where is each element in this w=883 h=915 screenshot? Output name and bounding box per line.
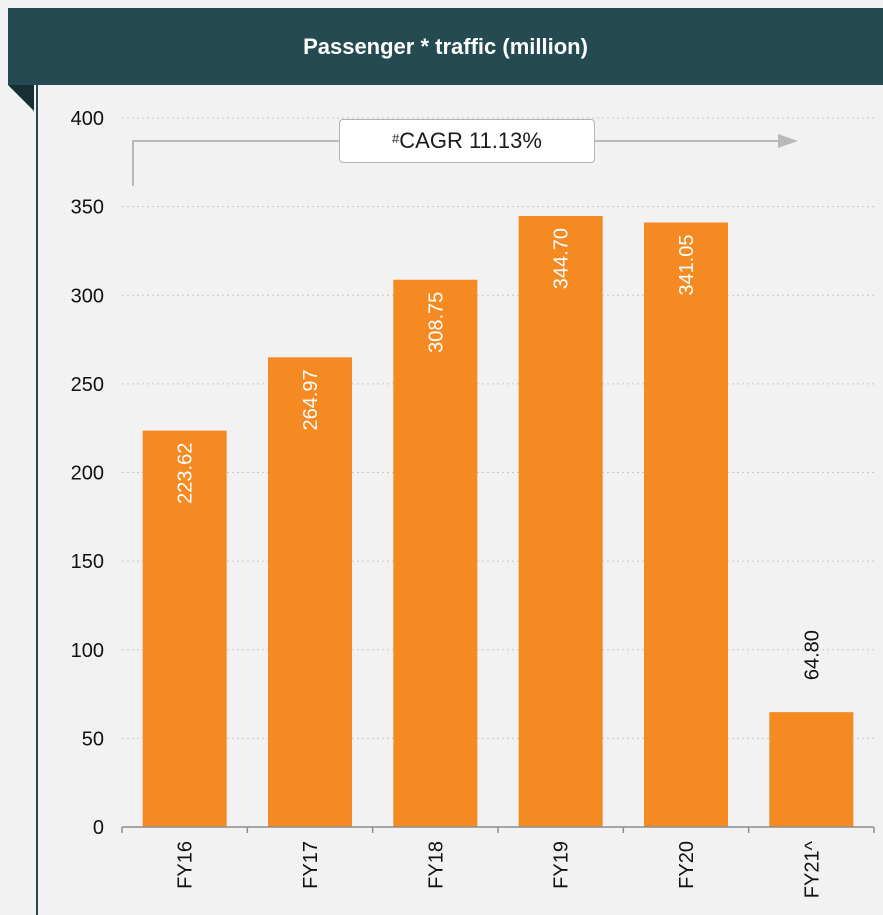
y-tick-label: 100 xyxy=(71,640,104,662)
cagr-arrow-head xyxy=(778,134,798,148)
y-tick-label: 50 xyxy=(82,728,104,750)
y-tick-label: 0 xyxy=(93,817,104,839)
x-category-label: FY18 xyxy=(425,841,447,889)
bar-fy17 xyxy=(268,357,352,827)
bar-fy19 xyxy=(518,216,603,827)
x-category-label: FY17 xyxy=(300,841,322,889)
bar-value-label: 264.97 xyxy=(300,369,322,430)
cagr-footnote-mark: # xyxy=(392,130,400,146)
x-category-label: FY20 xyxy=(676,841,698,889)
cagr-annotation: # CAGR 11.13% xyxy=(339,119,595,163)
bar-value-label: 223.62 xyxy=(175,443,197,504)
panel-left-border xyxy=(36,85,38,915)
y-tick-label: 300 xyxy=(71,285,104,307)
grid-lines xyxy=(122,117,874,739)
bar-fy18 xyxy=(393,279,478,828)
y-tick-label: 200 xyxy=(71,463,104,485)
axes xyxy=(121,826,875,833)
bar-fy20 xyxy=(644,222,728,827)
x-category-label: FY21^ xyxy=(801,840,823,898)
x-category-label: FY19 xyxy=(551,841,573,889)
bar-fy16 xyxy=(142,430,227,827)
bar-fy21 xyxy=(769,712,854,827)
bar-value-label: 344.70 xyxy=(551,228,573,289)
chart-title: Passenger * traffic (million) xyxy=(303,33,588,59)
y-tick-label: 150 xyxy=(71,551,104,573)
bar-value-label: 341.05 xyxy=(676,234,698,295)
x-category-label: FY16 xyxy=(175,841,197,889)
bar-value-label: 308.75 xyxy=(425,292,447,353)
y-tick-label: 400 xyxy=(71,108,104,130)
labels: 0 50 100 150 200 250 300 350 400 223.62 FY16 264.97… xyxy=(71,108,824,898)
chart-header: Passenger * traffic (million) xyxy=(8,8,883,85)
header-fold-decoration xyxy=(8,85,34,111)
y-tick-label: 350 xyxy=(71,197,104,219)
y-tick-label: 250 xyxy=(71,374,104,396)
bar-value-label: 64.80 xyxy=(801,630,823,680)
cagr-text: CAGR 11.13% xyxy=(399,128,542,153)
bars xyxy=(142,216,854,828)
